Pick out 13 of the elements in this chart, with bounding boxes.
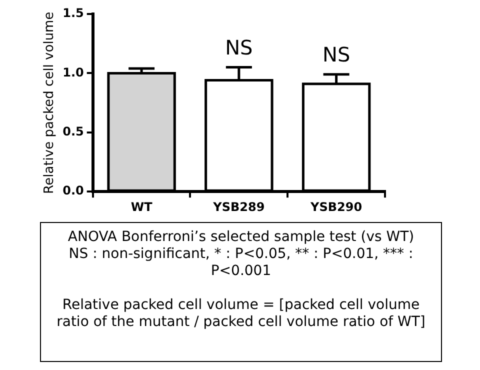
x-tick-label: YSB289 — [212, 200, 265, 214]
text: NS : non-significant, * : P<0.05, ** : P<0.01, *** : P<0.001 — [68, 246, 414, 280]
y-tick-label: 1.5 — [62, 6, 84, 20]
y-axis-title: Relative packed cell volume — [42, 12, 58, 194]
annotation: NS — [322, 42, 350, 67]
y-tick-label: 1.0 — [62, 65, 84, 80]
x-tick-label: YSB290 — [310, 200, 362, 214]
annotation: NS — [225, 35, 253, 60]
y-tick-label: 0.0 — [62, 184, 84, 198]
text: Relative packed cell volume = [packed cell volume ratio of the mutant / packed cell volume ratio of WT] — [56, 297, 426, 331]
x-tick-label: WT — [130, 200, 154, 214]
text: ANOVA Bonferroni’s selected sample test (vs WT) — [66, 229, 416, 246]
y-tick-label: 0.5 — [62, 124, 84, 139]
